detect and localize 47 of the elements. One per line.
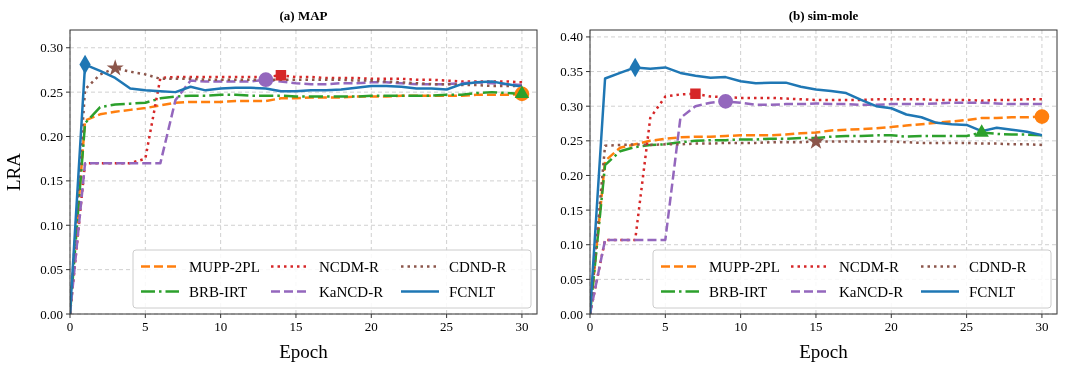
- legend-label: BRB-IRT: [709, 283, 768, 300]
- x-tick-label: 25: [440, 319, 454, 334]
- legend-label: KaNCD-R: [839, 283, 904, 300]
- y-tick-label: 0.40: [560, 29, 583, 45]
- x-tick-label: 30: [515, 319, 529, 334]
- legend-label: CDND-R: [449, 258, 507, 275]
- x-tick-label: 30: [1035, 319, 1049, 334]
- x-tick-label: 0: [66, 319, 74, 334]
- x-tick-label: 10: [214, 319, 228, 334]
- x-tick-label: 25: [960, 319, 974, 334]
- y-tick-label: 0.05: [40, 262, 63, 278]
- legend-label: KaNCD-R: [319, 283, 384, 300]
- y-tick-label: 0.00: [40, 306, 63, 322]
- y-tick-label: 0.20: [560, 168, 583, 184]
- legend-label: MUPP-2PL: [189, 258, 260, 275]
- legend-label: NCDM-R: [319, 258, 380, 275]
- y-axis-title: LRA: [3, 152, 24, 191]
- legend-label: CDND-R: [969, 258, 1027, 275]
- y-tick-label: 0.05: [560, 271, 583, 287]
- legend-label: NCDM-R: [839, 258, 900, 275]
- x-tick-label: 20: [884, 319, 898, 334]
- x-axis-title: Epoch: [279, 341, 329, 362]
- y-tick-label: 0.30: [40, 40, 63, 56]
- x-tick-label: 10: [734, 319, 748, 334]
- chart-title: (a) MAP: [279, 8, 328, 23]
- y-tick-label: 0.35: [560, 64, 583, 80]
- y-tick-label: 0.10: [560, 237, 583, 253]
- y-tick-label: 0.20: [40, 129, 63, 145]
- x-axis-title: Epoch: [799, 341, 849, 362]
- y-tick-label: 0.15: [560, 202, 583, 218]
- x-tick-label: 20: [364, 319, 378, 334]
- x-tick-label: 15: [289, 319, 303, 334]
- y-tick-label: 0.00: [560, 306, 583, 322]
- legend-label: MUPP-2PL: [709, 258, 780, 275]
- legend-label: BRB-IRT: [189, 283, 248, 300]
- x-tick-label: 0: [586, 319, 594, 334]
- y-tick-label: 0.10: [40, 217, 63, 233]
- legend-label: FCNLT: [969, 283, 1016, 300]
- x-tick-label: 5: [662, 319, 669, 334]
- legend-label: FCNLT: [449, 283, 496, 300]
- y-tick-label: 0.15: [40, 173, 63, 189]
- chart-title: (b) sim-mole: [788, 8, 859, 23]
- x-tick-label: 5: [142, 319, 149, 334]
- y-tick-label: 0.25: [40, 84, 63, 100]
- x-tick-label: 15: [809, 319, 823, 334]
- y-tick-label: 0.25: [560, 133, 583, 149]
- y-tick-label: 0.30: [560, 98, 583, 114]
